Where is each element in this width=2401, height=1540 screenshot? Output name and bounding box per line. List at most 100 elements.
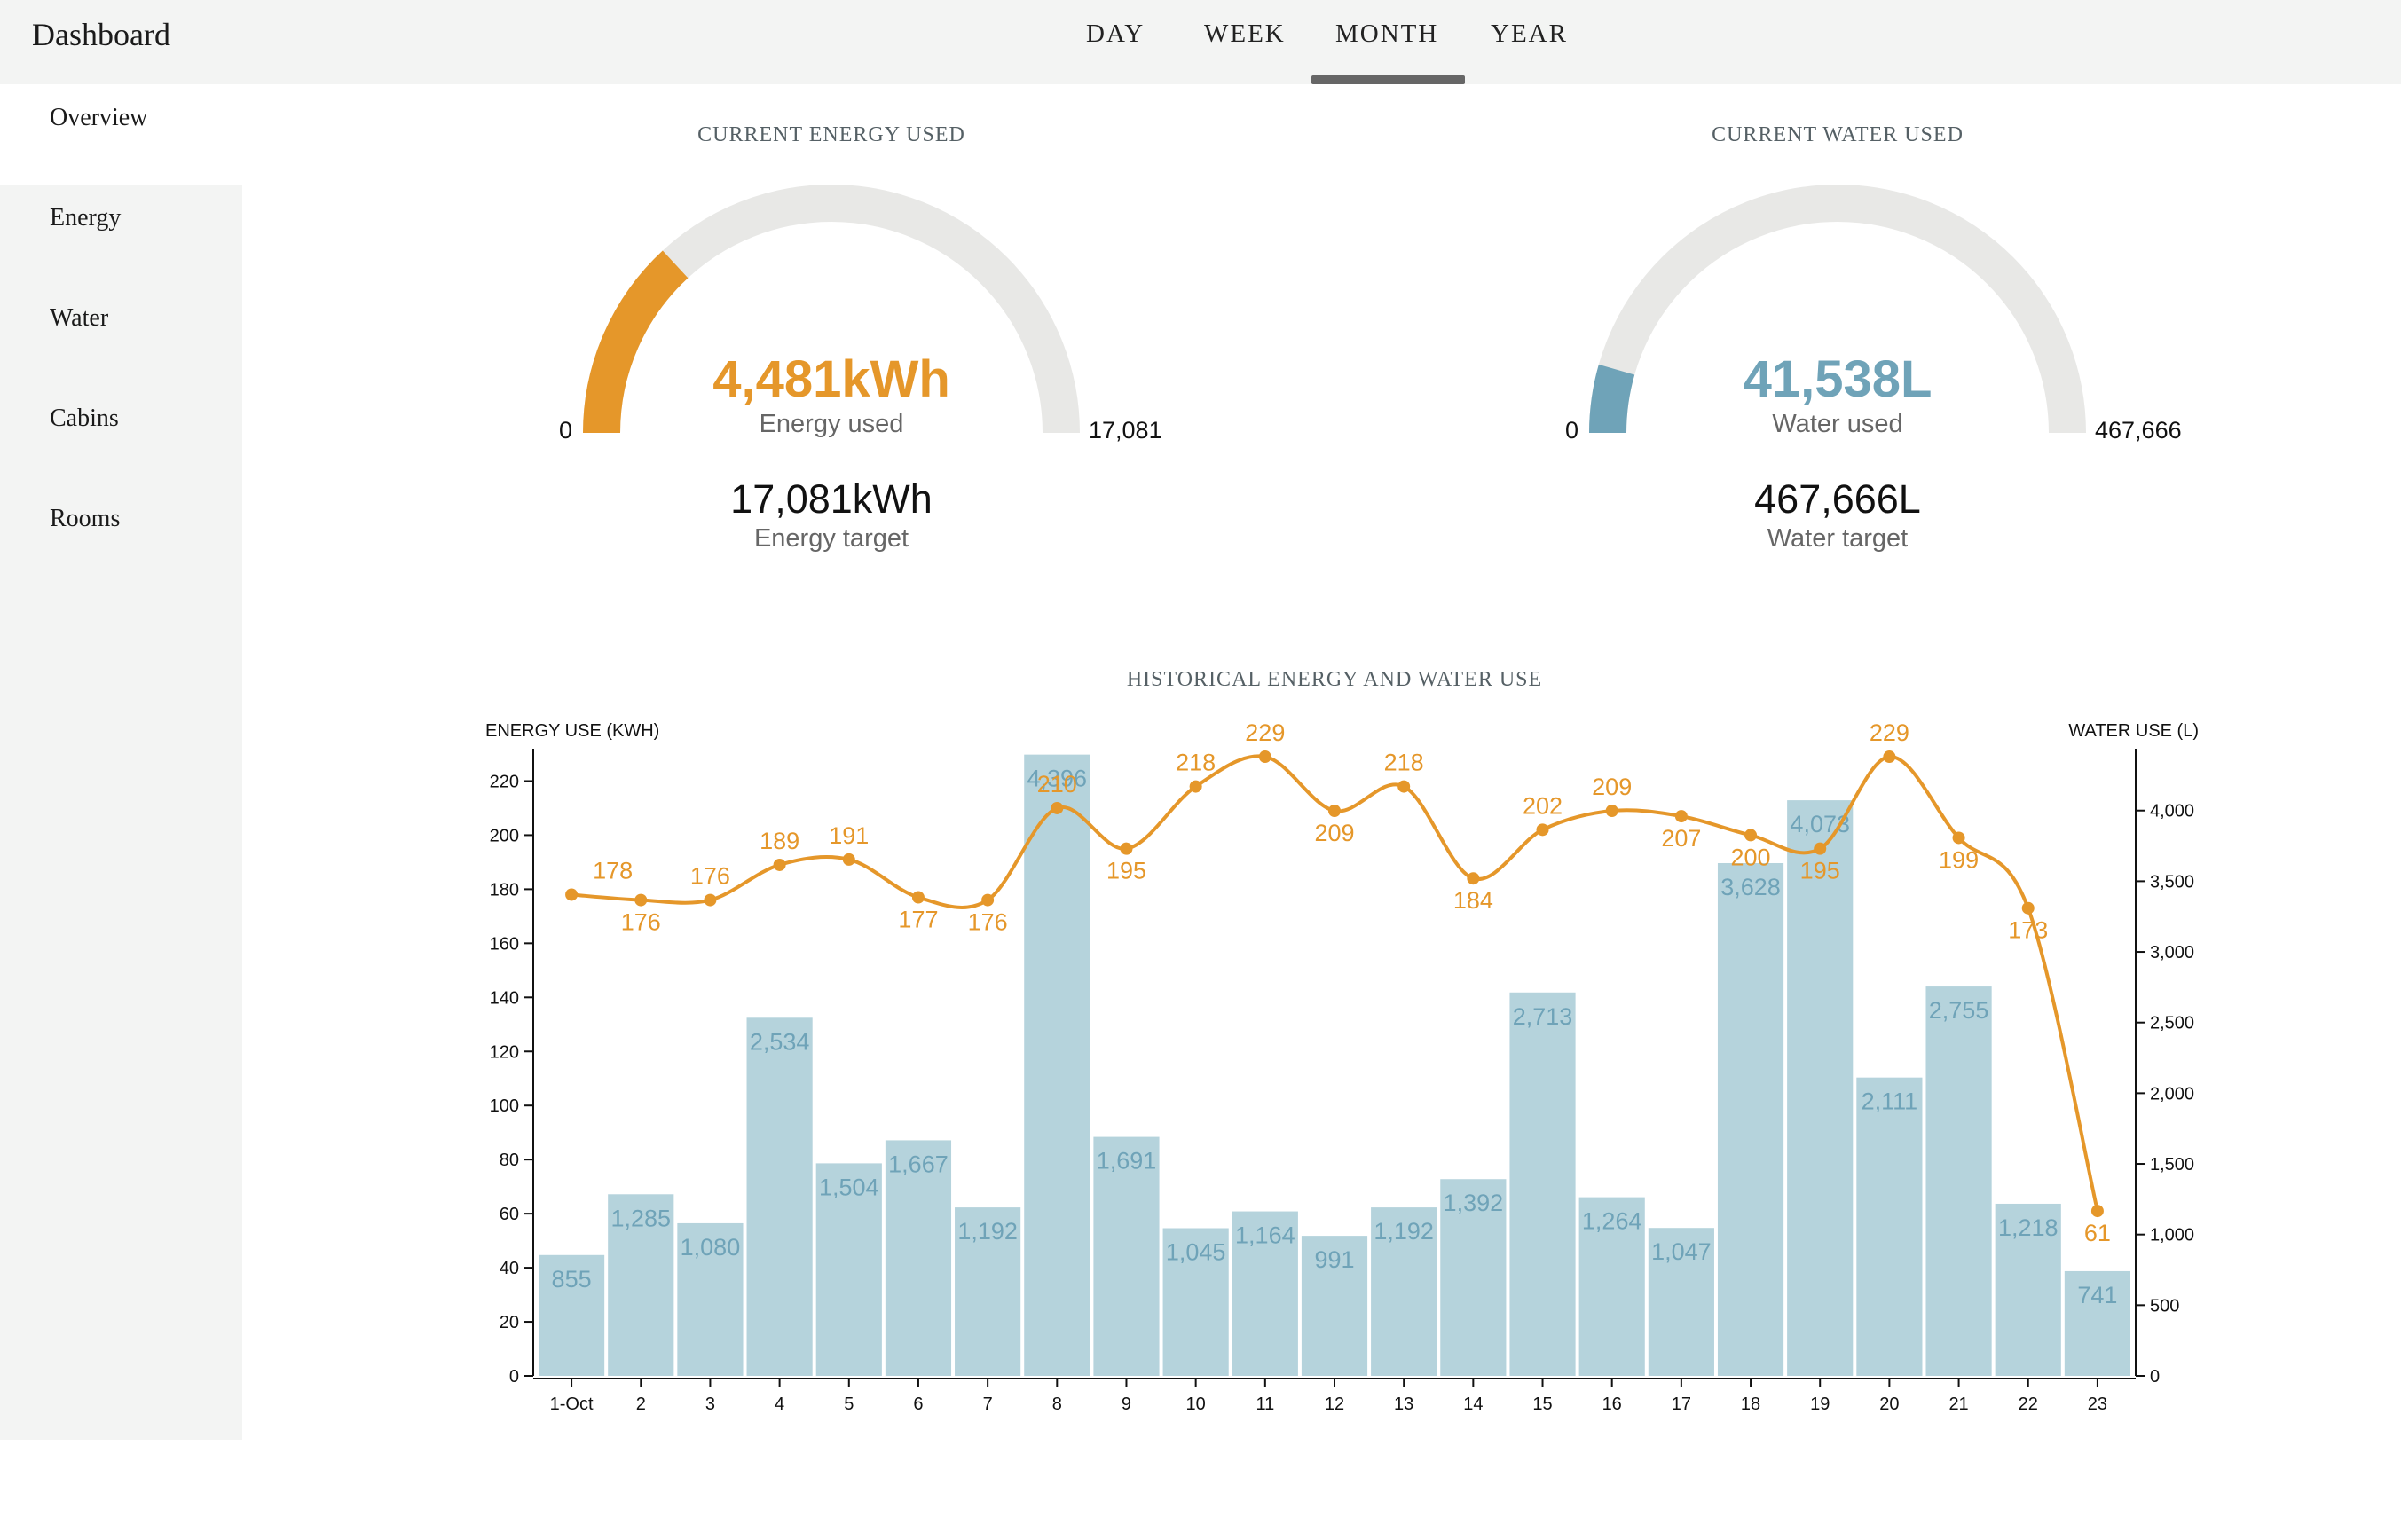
energy-points [565, 750, 2104, 1218]
energy-gauge [583, 185, 1080, 434]
y-tick-label: 20 [500, 1313, 519, 1332]
energy-target-caption: Energy target [753, 524, 909, 553]
tab-day[interactable]: DAY [1086, 20, 1145, 48]
y2-tick-label: 0 [2150, 1367, 2160, 1387]
water-bar-label: 1,264 [1582, 1208, 1642, 1235]
x-tick-label: 6 [913, 1395, 923, 1414]
water-bar [1648, 1228, 1714, 1376]
energy-point-label: 209 [1592, 774, 1632, 800]
x-tick-label: 20 [1879, 1395, 1899, 1414]
x-tick-label: 15 [1532, 1395, 1552, 1414]
energy-point [565, 888, 579, 901]
sidebar-item-rooms[interactable]: Rooms [0, 485, 242, 585]
water-bar [1925, 986, 1992, 1376]
energy-target-value: 17,081kWh [730, 476, 933, 522]
y2-tick-label: 2,500 [2150, 1014, 2194, 1033]
energy-point-label: 173 [2008, 917, 2048, 944]
water-bar [1856, 1077, 1923, 1376]
energy-point-label: 200 [1731, 844, 1771, 870]
sidebar-item-label: Cabins [50, 405, 119, 432]
tab-month[interactable]: MONTH [1335, 20, 1439, 48]
energy-point-label: 195 [1800, 858, 1840, 884]
energy-gauge-max: 17,081 [1089, 417, 1162, 444]
y2-tick-label: 3,000 [2150, 943, 2194, 962]
y2-tick-label: 4,000 [2150, 802, 2194, 821]
energy-point [1051, 801, 1064, 814]
water-bar [1371, 1207, 1437, 1376]
water-bar [746, 1018, 813, 1376]
sidebar-item-overview[interactable]: Overview [0, 84, 242, 185]
energy-line [571, 754, 2099, 1212]
x-tick-label: 18 [1741, 1395, 1760, 1414]
water-bar [1024, 754, 1090, 1376]
energy-point [1814, 842, 1827, 855]
water-bar [1995, 1203, 2061, 1376]
energy-point-label: 199 [1939, 846, 1979, 873]
energy-point [704, 893, 717, 907]
x-tick-label: 4 [775, 1395, 784, 1414]
x-tick-label: 2 [636, 1395, 646, 1414]
water-bar [1162, 1228, 1229, 1376]
energy-point-label: 202 [1523, 792, 1563, 819]
y2-tick-label: 1,000 [2150, 1226, 2194, 1245]
water-bar [1787, 800, 1854, 1376]
x-tick-label: 8 [1052, 1395, 1062, 1414]
energy-point [1189, 780, 1202, 793]
y2-tick-label: 1,500 [2150, 1155, 2194, 1175]
active-tab-indicator [1311, 75, 1465, 84]
energy-point [1744, 829, 1758, 842]
energy-point [1120, 842, 1133, 855]
energy-point [1328, 805, 1341, 818]
energy-gauge-min: 0 [559, 417, 573, 444]
water-target-value: 467,666L [1754, 476, 1921, 522]
y-tick-label: 40 [500, 1259, 519, 1278]
water-bar [2064, 1270, 2130, 1376]
x-tick-label: 3 [705, 1395, 715, 1414]
water-bar [677, 1222, 744, 1376]
sidebar-item-cabins[interactable]: Cabins [0, 385, 242, 485]
tab-week[interactable]: WEEK [1204, 20, 1286, 48]
chart-title: HISTORICAL ENERGY AND WATER USE [1126, 668, 1543, 691]
energy-point [1883, 750, 1896, 764]
energy-point [2021, 901, 2035, 915]
y2-tick-label: 3,500 [2150, 872, 2194, 892]
water-bar [1578, 1197, 1645, 1376]
sidebar-item-water[interactable]: Water [0, 285, 242, 385]
y-tick-label: 80 [500, 1151, 519, 1170]
energy-point-label: 189 [760, 828, 799, 854]
water-bar-label: 741 [2077, 1282, 2117, 1308]
sidebar-item-energy[interactable]: Energy [0, 185, 242, 285]
energy-point [1674, 810, 1688, 823]
x-tick-label: 1-Oct [550, 1395, 594, 1414]
y-axis: 0 20 40 60 80 100 120 140 160 180 200 220 [490, 749, 534, 1387]
energy-point-label: 176 [968, 909, 1008, 936]
historical-chart: ENERGY USE (KWH) WATER USE (L) 8551,2851… [485, 719, 2199, 1414]
water-gauge-max: 467,666 [2095, 417, 2182, 444]
y-tick-label: 140 [490, 988, 519, 1008]
x-tick-label: 21 [1948, 1395, 1968, 1414]
period-tabs: DAY WEEK MONTH YEAR [0, 0, 2401, 84]
x-tick-label: 13 [1394, 1395, 1413, 1414]
water-bar [539, 1254, 605, 1376]
energy-point-labels: 178 176 176 189 191 177 176 210 195 218 229 209 218 1… [593, 719, 2111, 1246]
water-bar-label: 2,534 [750, 1028, 810, 1055]
energy-point-label: 207 [1661, 825, 1701, 852]
y-tick-label: 100 [490, 1096, 519, 1116]
tab-year[interactable]: YEAR [1491, 20, 1568, 48]
y2-axis-label: WATER USE (L) [2068, 721, 2199, 741]
energy-point [2090, 1205, 2104, 1218]
energy-gauge-title: CURRENT ENERGY USED [697, 123, 965, 146]
water-used-caption: Water used [1772, 410, 1903, 438]
energy-point-label: 210 [1037, 771, 1077, 798]
water-bar-labels: 855 1,285 1,080 2,534 1,504 1,667 1,192 4,396 1,… [552, 766, 2118, 1308]
y2-axis: 0 500 1,000 1,500 2,000 2,500 3,000 3,500 4,000 [2135, 749, 2194, 1387]
energy-used-value: 4,481kWh [712, 350, 950, 408]
water-bar-label: 1,504 [819, 1174, 879, 1200]
water-used-value: 41,538L [1743, 350, 1933, 408]
x-tick-label: 11 [1256, 1395, 1274, 1414]
top-bar: Dashboard DAY WEEK MONTH YEAR [0, 0, 2401, 84]
energy-point-label: 195 [1106, 858, 1146, 884]
energy-point [842, 852, 855, 866]
water-target-caption: Water target [1767, 524, 1909, 553]
energy-point-label: 229 [1870, 719, 1909, 746]
